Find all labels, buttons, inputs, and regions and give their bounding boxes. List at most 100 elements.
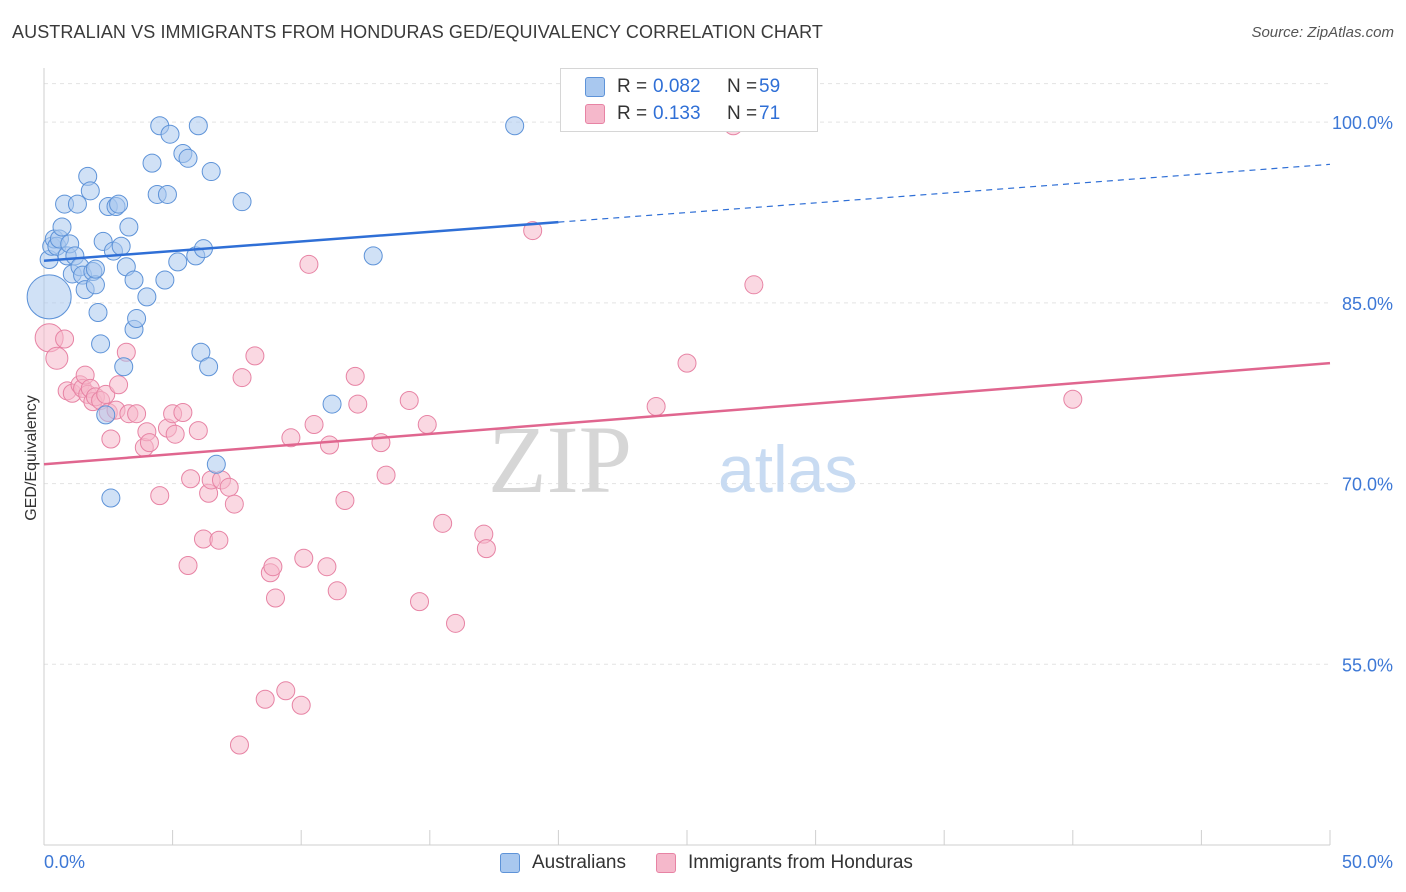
data-point-honduras <box>294 548 314 568</box>
data-point-honduras <box>446 613 466 633</box>
data-point-australian <box>88 303 108 323</box>
data-point-honduras <box>188 421 208 441</box>
legend-n-value: 71 <box>759 103 781 124</box>
data-point-australian <box>178 148 198 168</box>
y-axis-label: GED/Equivalency <box>23 395 40 520</box>
data-point-honduras <box>265 588 285 608</box>
y-tick-label: 70.0% <box>1342 475 1393 495</box>
data-point-australian <box>26 274 72 320</box>
y-tick-label: 55.0% <box>1342 655 1393 675</box>
correlation-legend: R = 0.082 N = 59 R = 0.133 N = 71 <box>560 68 818 132</box>
data-point-honduras <box>476 539 496 559</box>
data-point-honduras <box>45 346 69 370</box>
legend-r-value: 0.082 <box>653 76 701 97</box>
data-point-honduras <box>399 390 419 410</box>
trend-line-australians <box>43 220 559 262</box>
legend-n-label: N = <box>727 103 758 124</box>
data-point-honduras <box>165 424 185 444</box>
data-point-honduras <box>219 477 239 497</box>
data-point-honduras <box>55 329 75 349</box>
data-point-honduras <box>327 581 347 601</box>
data-point-australian <box>85 259 105 279</box>
data-point-honduras <box>181 469 201 489</box>
data-point-australian <box>109 194 129 214</box>
data-point-australian <box>137 287 157 307</box>
legend-swatch-pink <box>585 104 605 124</box>
legend-r-label: R = <box>617 103 648 124</box>
data-point-australian <box>168 252 188 272</box>
legend-r-value: 0.133 <box>653 103 701 124</box>
data-point-honduras <box>744 275 764 295</box>
data-point-honduras <box>209 530 229 550</box>
data-point-honduras <box>523 221 543 241</box>
legend-r-label: R = <box>617 76 648 97</box>
legend-n-label: N = <box>727 76 758 97</box>
data-point-honduras <box>417 415 437 435</box>
data-point-australian <box>114 357 134 377</box>
trend-lines <box>43 163 1331 466</box>
data-point-australian <box>160 124 180 144</box>
data-point-australian <box>91 334 111 354</box>
data-point-honduras <box>348 394 368 414</box>
legend-label-honduras: Immigrants from Honduras <box>688 852 913 873</box>
data-point-australian <box>206 454 226 474</box>
legend-item-australians[interactable]: Australians <box>500 852 626 874</box>
series-honduras-points <box>34 116 1083 755</box>
data-point-honduras <box>291 695 311 715</box>
watermark-atlas: atlas <box>718 432 857 506</box>
data-point-australian <box>188 116 208 136</box>
trend-line-honduras <box>43 361 1331 466</box>
data-point-honduras <box>317 557 337 577</box>
data-point-honduras <box>410 592 430 612</box>
data-point-honduras <box>304 415 324 435</box>
data-point-honduras <box>255 689 275 709</box>
legend-row-honduras: R = 0.133 N = 71 <box>585 101 780 127</box>
data-point-australian <box>199 357 219 377</box>
data-point-honduras <box>109 375 129 395</box>
data-point-australian <box>96 405 116 425</box>
data-point-australian <box>67 194 87 214</box>
data-point-australian <box>142 153 162 173</box>
data-point-honduras <box>646 396 666 416</box>
legend-swatch-pink <box>656 853 676 873</box>
data-point-honduras <box>263 557 283 577</box>
data-point-honduras <box>319 435 339 455</box>
data-point-australian <box>322 394 342 414</box>
data-point-australian <box>119 217 139 237</box>
data-point-australian <box>363 246 383 266</box>
data-point-australian <box>157 184 177 204</box>
legend-label-australians: Australians <box>532 852 626 873</box>
legend-row-australians: R = 0.082 N = 59 <box>585 74 780 100</box>
x-tick-labels: 0.0% 50.0% <box>44 852 1393 872</box>
series-legend: Australians Immigrants from Honduras <box>500 852 943 874</box>
data-point-honduras <box>229 735 249 755</box>
data-point-honduras <box>345 366 365 386</box>
data-point-honduras <box>173 403 193 423</box>
data-point-honduras <box>1063 389 1083 409</box>
data-point-australian <box>232 192 252 212</box>
y-tick-label: 85.0% <box>1342 294 1393 314</box>
data-point-australian <box>505 116 525 136</box>
data-point-honduras <box>276 681 296 701</box>
legend-item-honduras[interactable]: Immigrants from Honduras <box>656 852 913 874</box>
source-label: Source: ZipAtlas.com <box>1251 24 1394 41</box>
data-point-honduras <box>127 404 147 424</box>
series-australians-points <box>26 116 525 508</box>
data-point-australian <box>80 181 100 201</box>
data-point-honduras <box>677 353 697 373</box>
data-point-australian <box>127 309 147 329</box>
y-tick-labels: 55.0% 70.0% 85.0% 100.0% <box>1332 113 1393 675</box>
data-point-australian <box>111 236 131 256</box>
x-tick-label-min: 0.0% <box>44 852 85 872</box>
legend-swatch-blue <box>585 77 605 97</box>
data-point-honduras <box>281 428 301 448</box>
data-point-honduras <box>150 486 170 506</box>
data-point-honduras <box>335 490 355 510</box>
chart-title: AUSTRALIAN VS IMMIGRANTS FROM HONDURAS G… <box>12 22 823 42</box>
data-point-honduras <box>299 254 319 274</box>
data-point-honduras <box>245 346 265 366</box>
data-point-honduras <box>232 368 252 388</box>
data-point-honduras <box>224 494 244 514</box>
data-point-honduras <box>433 513 453 533</box>
